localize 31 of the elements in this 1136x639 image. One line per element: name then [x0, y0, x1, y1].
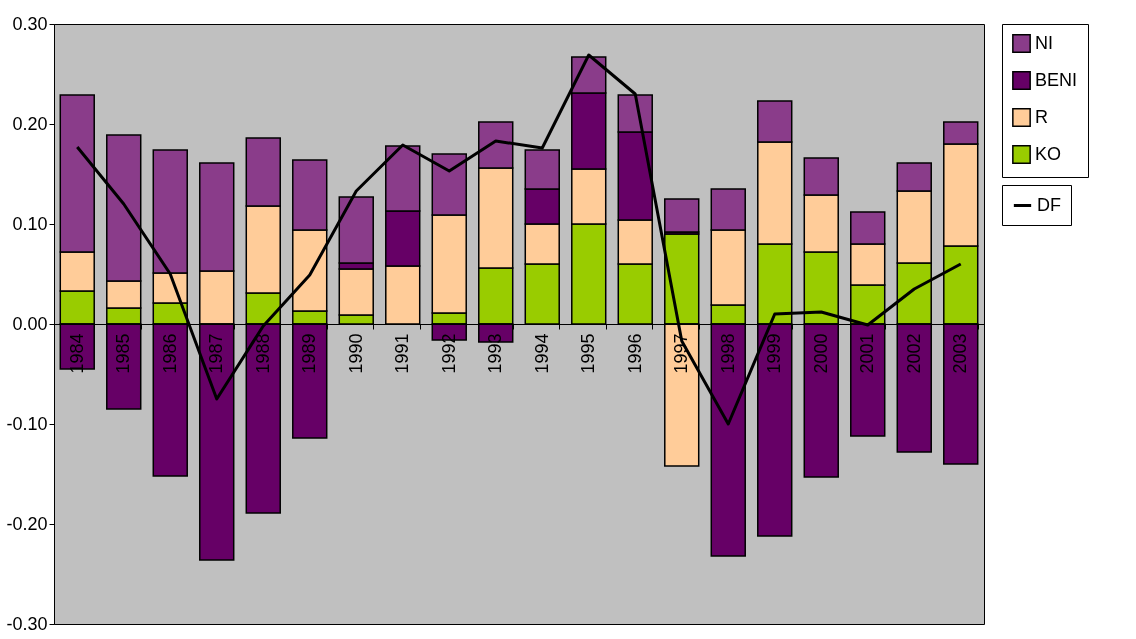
x-tick-label: 1991 [392, 333, 413, 374]
x-tick-label: 1998 [717, 333, 738, 374]
x-tick-label: 1999 [764, 333, 785, 374]
y-tick-label: 0.00 [12, 313, 48, 334]
x-tick-label: 1995 [578, 333, 599, 374]
legend-label: BENI [1035, 69, 1078, 90]
legend-label: DF [1037, 194, 1061, 215]
x-tick-label: 2000 [810, 333, 831, 374]
legend-label: KO [1035, 143, 1062, 164]
legend-label: NI [1035, 32, 1053, 53]
y-tick-label: 0.10 [12, 213, 48, 234]
y-tick-label: -0.30 [6, 613, 48, 634]
x-tick-label: 2001 [857, 333, 878, 374]
x-tick-label: 1987 [206, 333, 227, 374]
y-tick-label: -0.10 [6, 413, 48, 434]
x-tick-label: 1992 [438, 333, 459, 374]
y-tick-label: -0.20 [6, 513, 48, 534]
x-tick-label: 2002 [903, 333, 924, 374]
x-tick-label: 1984 [66, 333, 87, 374]
x-tick-label: 1996 [624, 333, 645, 374]
y-tick-label: 0.30 [12, 13, 48, 34]
x-tick-label: 1993 [485, 333, 506, 374]
x-tick-label: 1990 [345, 333, 366, 374]
x-tick-label: 1985 [113, 333, 134, 374]
x-tick-label: 1988 [252, 333, 273, 374]
x-tick-label: 2003 [950, 333, 971, 374]
x-tick-label: 1989 [299, 333, 320, 374]
x-tick-label: 1994 [531, 333, 552, 374]
x-tick-label: 1986 [159, 333, 180, 374]
legend-label: R [1035, 106, 1048, 127]
y-tick-label: 0.20 [12, 113, 48, 134]
